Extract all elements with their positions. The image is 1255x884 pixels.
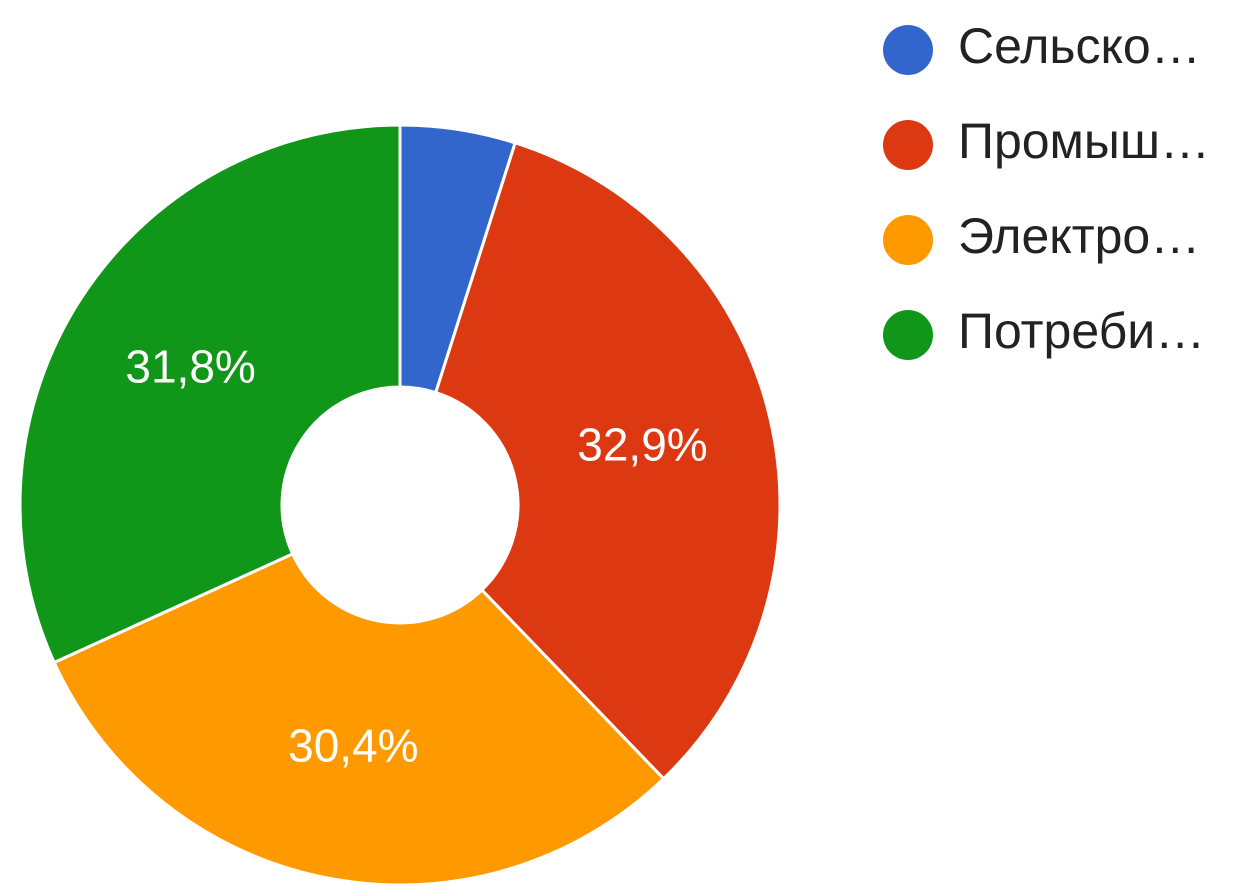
data-label: 32,9%: [577, 419, 707, 471]
slice: [433, 140, 782, 781]
legend-marker: [883, 310, 933, 360]
data-label: 30,4%: [288, 720, 418, 772]
legend-marker: [883, 215, 933, 265]
data-label: 31,8%: [125, 340, 255, 392]
legend-text: Электро…: [958, 208, 1200, 264]
legend-marker: [883, 120, 933, 170]
legend-marker: [883, 25, 933, 75]
legend-text: Сельско…: [958, 18, 1201, 74]
legend-text: Потреби…: [958, 303, 1205, 359]
slice: [52, 551, 666, 884]
legend-text: Промыш…: [958, 113, 1210, 169]
slice: [18, 123, 402, 665]
